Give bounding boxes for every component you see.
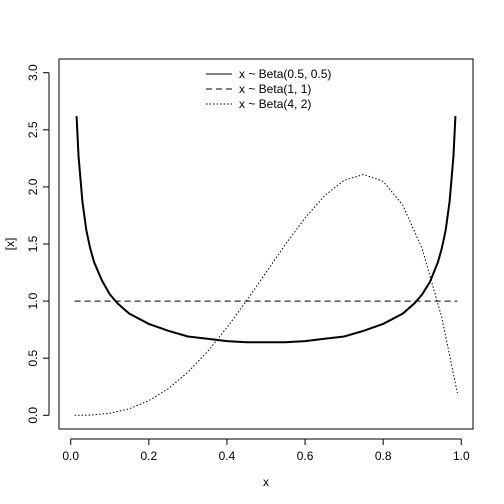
y-tick-label: 1.0 bbox=[26, 292, 40, 309]
y-tick-label: 2.5 bbox=[26, 121, 40, 138]
y-axis: 0.0 0.5 1.0 1.5 2.0 2.5 3.0 bbox=[26, 64, 50, 424]
y-tick-label: 0.0 bbox=[26, 407, 40, 424]
x-tick-label: 0.8 bbox=[375, 449, 392, 463]
y-tick-label: 2.0 bbox=[26, 178, 40, 195]
y-tick-label: 0.5 bbox=[26, 350, 40, 367]
x-tick-label: 0.4 bbox=[219, 449, 236, 463]
x-tick-label: 0.2 bbox=[140, 449, 157, 463]
legend: x ~ Beta(0.5, 0.5)x ~ Beta(1, 1)x ~ Beta… bbox=[206, 67, 331, 111]
legend-label-1: x ~ Beta(0.5, 0.5) bbox=[239, 67, 331, 81]
x-axis: 0.0 0.2 0.4 0.6 0.8 1.0 bbox=[62, 438, 470, 463]
legend-label-2: x ~ Beta(1, 1) bbox=[239, 82, 311, 96]
x-tick-label: 0.0 bbox=[62, 449, 79, 463]
y-tick-label: 3.0 bbox=[26, 64, 40, 81]
y-tick-label: 1.5 bbox=[26, 235, 40, 252]
legend-label-3: x ~ Beta(4, 2) bbox=[239, 97, 311, 111]
series-layer bbox=[74, 116, 458, 416]
y-axis-label: [x] bbox=[3, 238, 17, 251]
series-line-1 bbox=[75, 116, 457, 344]
plot-frame bbox=[58, 58, 474, 430]
x-axis-label: x bbox=[263, 475, 269, 489]
x-tick-label: 0.6 bbox=[297, 449, 314, 463]
series-line-3 bbox=[74, 173, 458, 416]
x-tick-label: 1.0 bbox=[453, 449, 470, 463]
